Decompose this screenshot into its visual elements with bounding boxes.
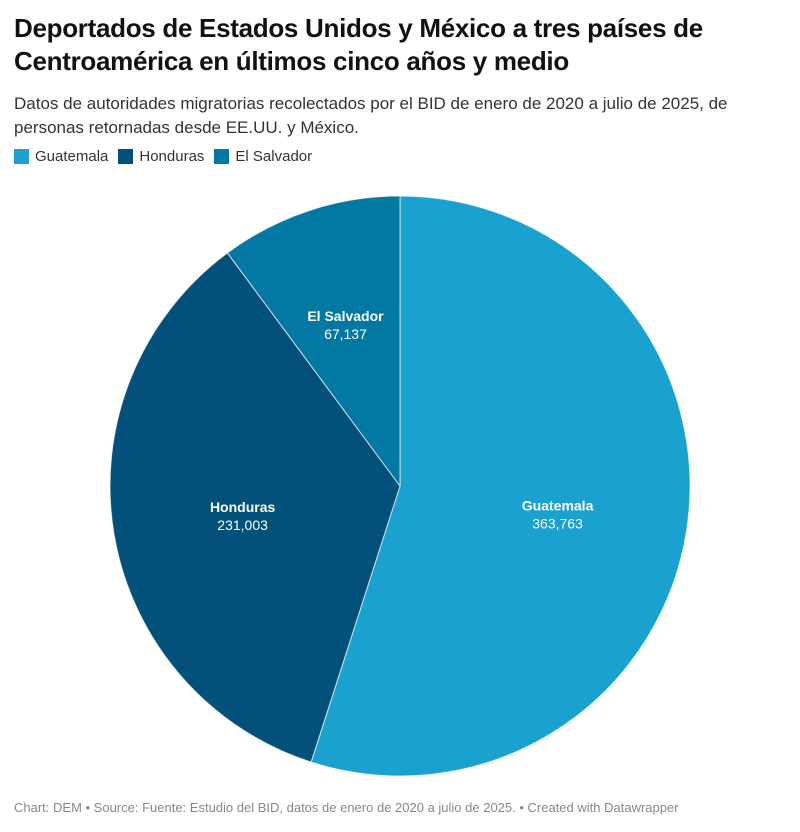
slice-label-name-guatemala: Guatemala	[522, 498, 594, 514]
legend-item-guatemala: Guatemala	[14, 148, 108, 165]
legend: Guatemala Honduras El Salvador	[14, 148, 312, 165]
legend-label-honduras: Honduras	[139, 148, 205, 165]
legend-swatch-honduras	[118, 149, 134, 164]
pie-slice-el-salvador	[226, 195, 401, 488]
slice-label-value-guatemala: 363,763	[532, 516, 583, 532]
legend-swatch-guatemala	[14, 149, 29, 164]
slice-label-name-honduras: Honduras	[210, 499, 276, 515]
slice-label-value-el-salvador: 67,137	[324, 326, 367, 342]
chart-footer: Chart: DEM • Source: Fuente: Estudio del…	[14, 800, 679, 815]
legend-item-honduras: Honduras	[118, 148, 204, 165]
pie-slice-honduras	[109, 252, 401, 763]
slice-label-value-honduras: 231,003	[217, 517, 268, 533]
legend-swatch-el-salvador	[214, 149, 230, 164]
pie-slice-guatemala	[310, 195, 691, 777]
legend-item-el-salvador: El Salvador	[214, 148, 312, 165]
pie-chart: Guatemala 363,763 Honduras 231,003 El Sa…	[109, 195, 691, 777]
legend-label-el-salvador: El Salvador	[235, 148, 313, 165]
chart-subtitle: Datos de autoridades migratorias recolec…	[14, 94, 728, 137]
slice-label-name-el-salvador: El Salvador	[307, 308, 384, 324]
chart-title: Deportados de Estados Unidos y México a …	[14, 13, 703, 76]
legend-label-guatemala: Guatemala	[35, 148, 109, 165]
